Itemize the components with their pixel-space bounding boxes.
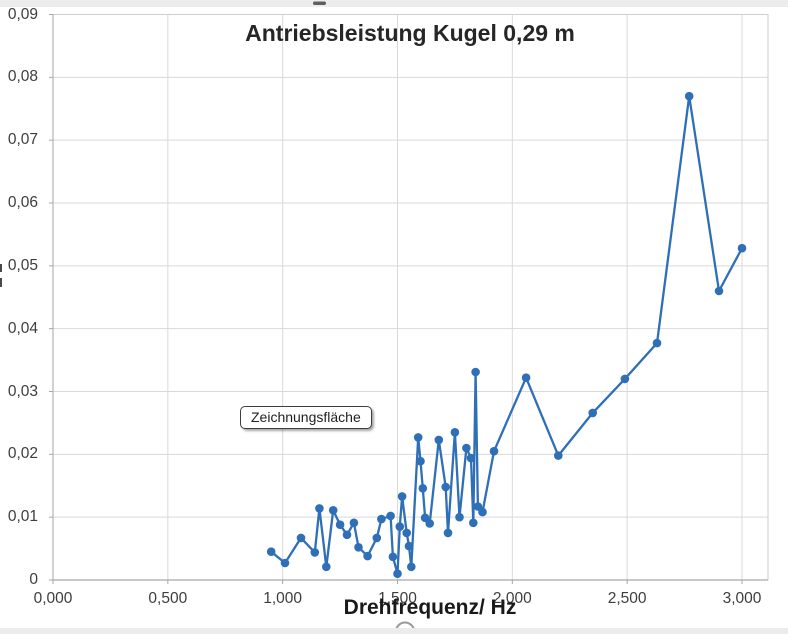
data-point-marker[interactable]	[372, 533, 382, 543]
plot-area-border	[52, 14, 769, 581]
data-point-marker[interactable]	[363, 551, 372, 561]
data-point-marker[interactable]	[478, 507, 487, 517]
data-point-marker[interactable]	[310, 548, 320, 557]
x-tick-label: 1,500	[378, 590, 417, 607]
data-point-marker[interactable]	[737, 243, 747, 253]
data-point-marker[interactable]	[714, 286, 724, 296]
data-point-marker[interactable]	[462, 443, 471, 453]
data-point-marker[interactable]	[588, 408, 597, 418]
data-point-marker[interactable]	[450, 428, 460, 437]
data-point-marker[interactable]	[554, 451, 563, 460]
data-point-marker[interactable]	[455, 512, 464, 522]
data-point-marker[interactable]	[434, 435, 444, 445]
data-point-marker[interactable]	[404, 541, 414, 551]
selection-handle-top[interactable]	[313, 1, 326, 6]
y-axis-title-clipped	[0, 278, 2, 287]
y-tick-label: 0,07	[7, 131, 38, 149]
data-point-marker[interactable]	[266, 547, 276, 556]
data-point-marker[interactable]	[280, 558, 290, 568]
data-point-marker[interactable]	[407, 562, 416, 572]
data-point-marker[interactable]	[471, 367, 480, 377]
data-point-marker[interactable]	[402, 528, 412, 538]
y-tick-label: 0,03	[7, 382, 38, 400]
y-tick-label: 0	[29, 571, 38, 588]
data-point-marker[interactable]	[322, 562, 331, 572]
data-point-marker[interactable]	[466, 453, 476, 463]
y-tick-label: 0,01	[7, 508, 38, 526]
x-tick-label: 0,000	[33, 590, 73, 607]
data-point-marker[interactable]	[416, 456, 425, 466]
data-point-marker[interactable]	[342, 530, 352, 540]
data-point-marker[interactable]	[652, 338, 662, 348]
data-point-marker[interactable]	[469, 518, 478, 528]
data-point-marker[interactable]	[413, 433, 423, 442]
data-series-line[interactable]	[270, 95, 744, 575]
x-tick-label: 3,000	[722, 590, 762, 607]
data-point-marker[interactable]	[489, 446, 499, 456]
data-point-marker[interactable]	[315, 504, 324, 513]
x-tick-label: 2,000	[492, 590, 532, 607]
plot-area-tooltip: Zeichnungsfläche	[240, 406, 372, 429]
data-point-marker[interactable]	[296, 533, 306, 543]
data-point-marker[interactable]	[443, 528, 453, 538]
window-edge-top	[0, 0, 788, 7]
data-point-marker[interactable]	[441, 482, 451, 492]
data-point-marker[interactable]	[335, 520, 345, 529]
x-axis-title: Drehfrequenz/ Hz	[343, 596, 517, 619]
data-point-marker[interactable]	[418, 484, 428, 493]
window-edge-bottom	[0, 628, 788, 634]
data-point-marker[interactable]	[328, 506, 338, 515]
data-point-marker[interactable]	[420, 513, 430, 523]
data-point-marker[interactable]	[395, 522, 405, 531]
data-point-marker[interactable]	[521, 373, 531, 383]
data-point-marker[interactable]	[393, 569, 402, 578]
data-point-marker[interactable]	[620, 374, 630, 384]
data-point-marker[interactable]	[349, 518, 359, 528]
y-axis-title-clipped	[0, 264, 2, 272]
data-point-marker[interactable]	[354, 543, 363, 552]
data-point-marker[interactable]	[388, 552, 398, 562]
y-tick-label: 0,08	[7, 68, 38, 86]
x-tick-label: 0,500	[148, 590, 188, 607]
y-tick-label: 0,05	[7, 256, 38, 274]
data-point-marker[interactable]	[397, 492, 407, 501]
y-tick-label: 0,02	[7, 445, 38, 463]
y-tick-label: 0,04	[7, 319, 38, 337]
data-point-marker[interactable]	[684, 91, 694, 101]
data-point-marker[interactable]	[425, 519, 435, 528]
chart-title: Antriebsleistung Kugel 0,29 m	[245, 20, 575, 46]
y-tick-label: 0,06	[7, 194, 38, 211]
data-point-marker[interactable]	[377, 514, 386, 524]
data-point-marker[interactable]	[386, 511, 395, 521]
x-tick-label: 1,000	[263, 590, 303, 607]
y-tick-label: 0,09	[7, 5, 38, 23]
x-tick-label: 2,500	[607, 590, 647, 607]
